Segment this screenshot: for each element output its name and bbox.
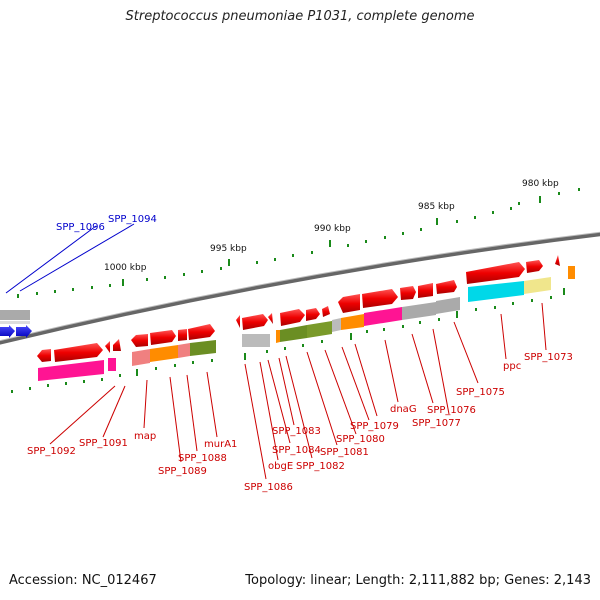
label-spp-1079: SPP_1079 bbox=[350, 421, 399, 432]
label-spp-1084: SPP_1084 bbox=[272, 445, 321, 456]
label-spp-1075: SPP_1075 bbox=[456, 387, 505, 398]
label-spp-1080: SPP_1080 bbox=[336, 434, 385, 445]
label-leader-lines bbox=[5, 223, 547, 480]
gene-labels: SPP_1096 SPP_1094 SPP_1092 SPP_1091 map … bbox=[27, 214, 573, 493]
label-map: map bbox=[134, 431, 156, 442]
scale-label-985: 985 kbp bbox=[418, 202, 455, 212]
label-mura1: murA1 bbox=[204, 439, 237, 450]
label-spp-1076: SPP_1076 bbox=[427, 405, 476, 416]
label-spp-1089: SPP_1089 bbox=[158, 466, 207, 477]
label-spp-1081: SPP_1081 bbox=[320, 447, 369, 458]
forward-strand-genes bbox=[37, 255, 560, 362]
outer-scale-ticks bbox=[17, 188, 580, 298]
left-gene-cluster bbox=[0, 310, 32, 338]
annotation-bands bbox=[38, 266, 575, 381]
label-spp-1082: SPP_1082 bbox=[296, 461, 345, 472]
label-spp-1091: SPP_1091 bbox=[79, 438, 128, 449]
label-spp-1094: SPP_1094 bbox=[108, 214, 157, 225]
label-spp-1073: SPP_1073 bbox=[524, 352, 573, 363]
label-obge: obgE bbox=[268, 461, 293, 472]
label-spp-1092: SPP_1092 bbox=[27, 446, 76, 457]
accession-text: Accession: NC_012467 bbox=[9, 573, 157, 588]
label-spp-1088: SPP_1088 bbox=[178, 453, 227, 464]
label-spp-1083: SPP_1083 bbox=[272, 426, 321, 437]
map-title: Streptococcus pneumoniae P1031, complete… bbox=[125, 9, 475, 24]
scale-label-990: 990 kbp bbox=[314, 224, 351, 234]
scale-label-980: 980 kbp bbox=[522, 179, 559, 189]
label-spp-1096: SPP_1096 bbox=[56, 222, 105, 233]
genome-backbone bbox=[0, 232, 600, 345]
label-ppc: ppc bbox=[503, 361, 521, 372]
label-spp-1086: SPP_1086 bbox=[244, 482, 293, 493]
topology-text: Topology: linear; Length: 2,111,882 bp; … bbox=[245, 573, 591, 588]
scale-labels: 1000 kbp 995 kbp 990 kbp 985 kbp 980 kbp bbox=[104, 179, 559, 273]
label-dnag: dnaG bbox=[390, 404, 417, 415]
scale-label-1000: 1000 kbp bbox=[104, 263, 147, 273]
inner-scale-ticks bbox=[11, 288, 565, 393]
label-spp-1077: SPP_1077 bbox=[412, 418, 461, 429]
scale-label-995: 995 kbp bbox=[210, 244, 247, 254]
